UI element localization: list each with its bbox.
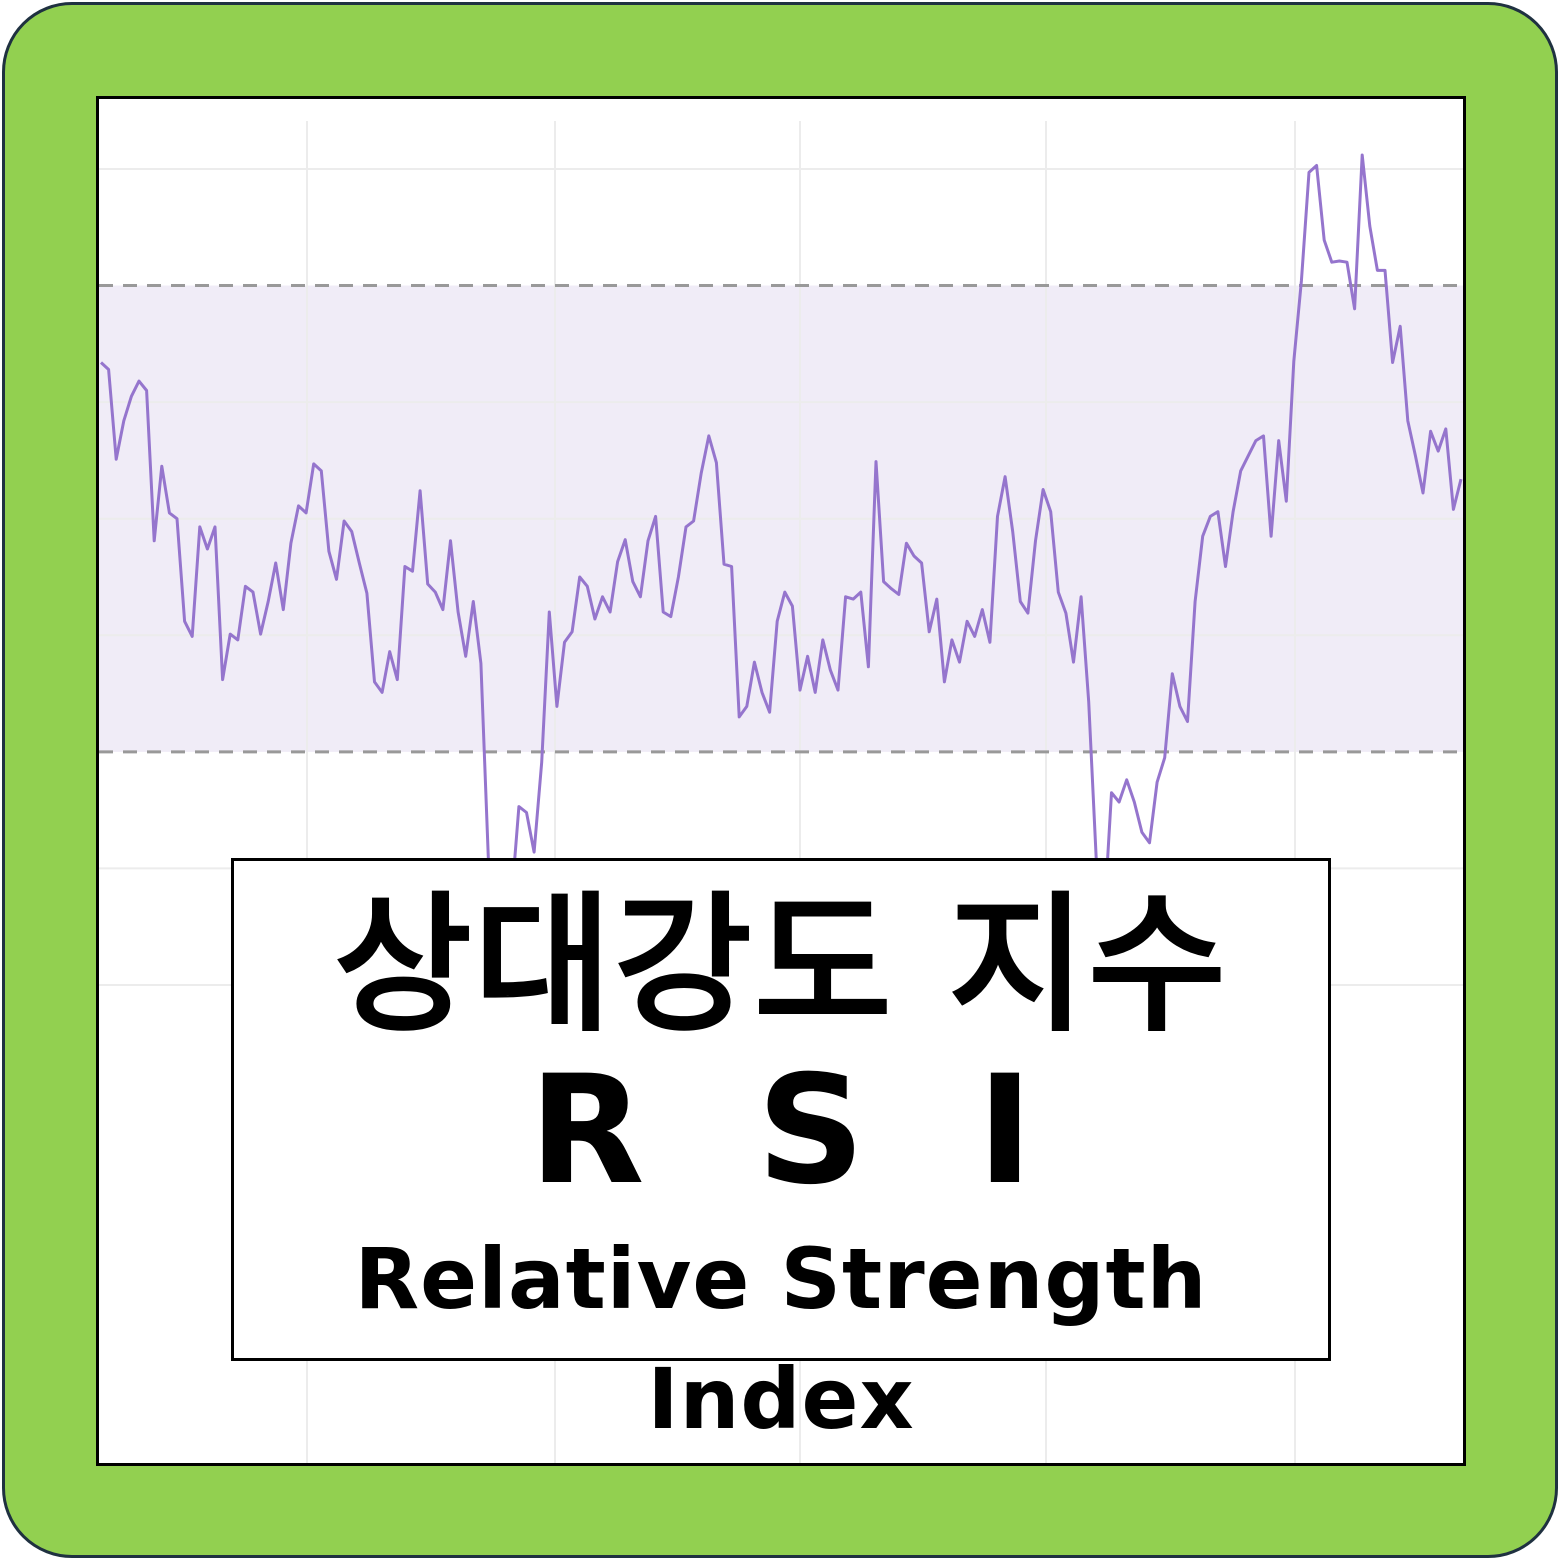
title-abbreviation: R S I — [529, 1044, 1063, 1218]
title-box: 상대강도 지수 R S I Relative Strength Index — [231, 858, 1331, 1448]
title-korean: 상대강도 지수 — [333, 879, 1229, 1053]
title-english: Relative Strength Index — [354, 1230, 1208, 1448]
rsi-line — [99, 153, 1463, 1004]
